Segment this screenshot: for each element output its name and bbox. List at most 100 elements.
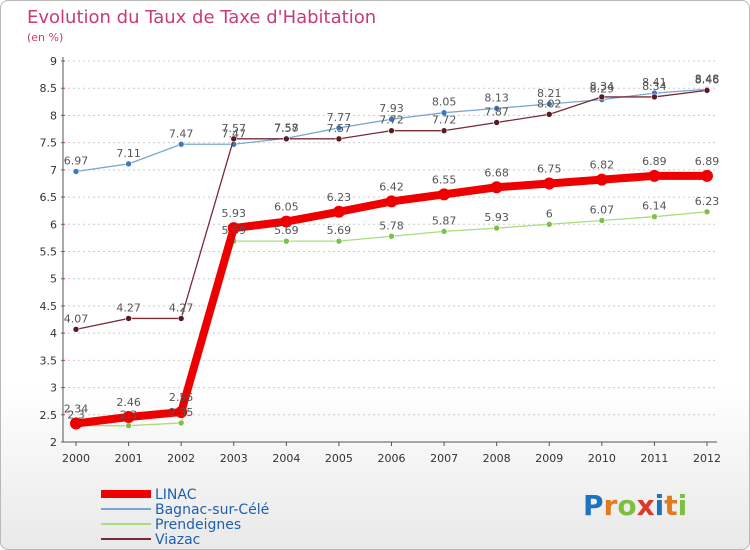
data-label: 7.58	[274, 121, 299, 134]
data-label: 7.57	[222, 122, 247, 135]
data-label: 7.47	[222, 127, 247, 140]
legend-label: Prendeignes	[155, 517, 241, 533]
data-label: 8.46	[695, 73, 720, 86]
data-point	[648, 169, 661, 182]
data-point	[227, 222, 240, 235]
data-point	[440, 127, 448, 134]
x-tick-label: 2003	[220, 452, 248, 465]
x-tick-label: 2005	[325, 452, 353, 465]
data-point	[177, 315, 185, 322]
data-label: 8.21	[537, 87, 562, 100]
x-tick-label: 2004	[272, 452, 300, 465]
data-point	[651, 213, 658, 220]
data-label: 8.29	[590, 83, 615, 96]
data-label: 7.57	[274, 122, 299, 135]
data-label: 6.23	[327, 191, 352, 204]
data-label: 7.87	[484, 106, 509, 119]
data-label: 7.57	[327, 122, 352, 135]
data-label: 4.27	[169, 301, 194, 314]
data-point	[598, 217, 606, 224]
data-point	[177, 140, 185, 148]
data-label: 6.97	[64, 154, 89, 167]
data-label: 8.34	[590, 80, 615, 93]
data-label: 8.48	[695, 72, 720, 85]
logo-letter: x	[636, 489, 655, 522]
data-point	[125, 160, 132, 168]
y-tick-label: 4.5	[40, 300, 58, 313]
data-label: 6.05	[274, 201, 299, 214]
data-label: 5.93	[222, 207, 247, 220]
data-label: 5.87	[432, 214, 457, 227]
data-point	[493, 224, 500, 232]
data-point	[388, 115, 395, 123]
x-tick-label: 2001	[115, 452, 143, 465]
data-label: 2.35	[169, 406, 194, 419]
data-point	[545, 220, 553, 228]
data-point	[125, 422, 132, 429]
data-label: 7.72	[432, 114, 457, 127]
y-tick-label: 2.5	[40, 409, 58, 422]
data-point	[230, 135, 238, 143]
data-label-layer: 6.97 7.11 7.47 7.47 7.58 7.77 7.93 8.05 8.13 8.21…	[64, 72, 720, 421]
legend-label: Viazac	[155, 532, 200, 548]
legend-label: Bagnac-sur-Célé	[155, 502, 269, 518]
data-point	[283, 135, 290, 143]
data-point	[72, 326, 80, 333]
data-point	[385, 195, 398, 208]
y-tick-label: 3.5	[40, 354, 58, 367]
y-tick-label: 5	[50, 273, 57, 286]
y-tick-label: 2	[50, 436, 57, 449]
data-point	[440, 228, 448, 235]
data-label: 5.69	[327, 224, 352, 237]
data-label: 8.02	[537, 97, 562, 110]
logo-letter: t	[664, 489, 678, 522]
y-tick-label: 7.5	[40, 137, 58, 150]
data-point	[177, 419, 185, 427]
data-point	[335, 237, 343, 245]
data-label: 5.69	[274, 224, 299, 237]
data-label: 6.89	[642, 155, 667, 168]
chart-title: Evolution du Taux de Taxe d'Habitation	[27, 7, 377, 28]
logo-letter: o	[617, 489, 637, 522]
logo-letter: r	[603, 489, 618, 522]
data-point	[125, 315, 132, 322]
x-tick-label: 2007	[430, 452, 458, 465]
data-point	[703, 87, 711, 94]
data-point	[72, 168, 80, 175]
logo-letter: i	[677, 489, 688, 522]
data-point	[122, 410, 135, 423]
data-label: 8.13	[484, 91, 509, 104]
data-point	[335, 135, 343, 143]
data-point	[545, 100, 553, 108]
y-tick-label: 9	[50, 55, 57, 68]
data-point	[493, 119, 500, 126]
data-label: 4.07	[64, 312, 89, 325]
data-label: 6.42	[379, 180, 404, 193]
data-label: 6.07	[590, 203, 615, 216]
data-point	[70, 417, 82, 430]
data-point	[332, 205, 345, 218]
data-point	[388, 232, 395, 240]
data-label: 6.89	[695, 155, 720, 168]
data-point	[335, 124, 343, 132]
y-tick-label: 4	[50, 327, 57, 340]
data-point	[543, 177, 556, 190]
data-point	[440, 109, 448, 117]
data-point	[175, 406, 188, 419]
chart-subtitle: (en %)	[27, 31, 64, 44]
data-label: 6.75	[537, 162, 562, 175]
data-point	[280, 215, 293, 228]
data-point	[493, 105, 500, 112]
x-tick-label: 2006	[378, 452, 406, 465]
data-point	[703, 208, 711, 216]
data-point	[388, 127, 395, 134]
logo-letter: i	[654, 489, 665, 522]
x-tick-label: 2012	[693, 452, 721, 465]
data-label: 7.47	[169, 127, 194, 140]
data-label: 5.69	[222, 224, 247, 237]
data-label: 2.3	[120, 409, 138, 422]
